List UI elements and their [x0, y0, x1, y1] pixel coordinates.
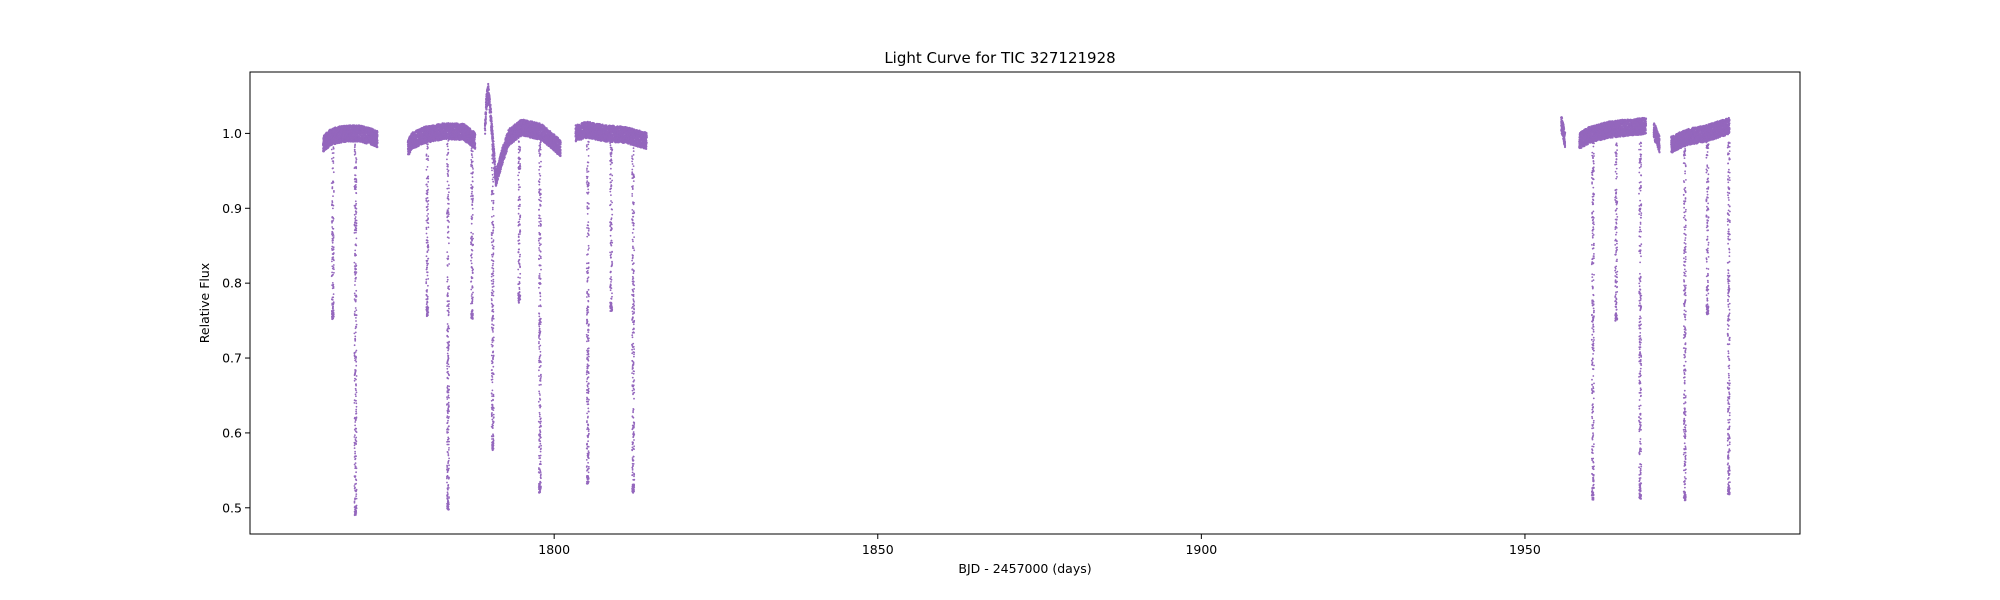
- flux-segment: [483, 82, 562, 187]
- flux-data-points: [322, 82, 1731, 517]
- eclipse-dip: [330, 140, 335, 321]
- flux-segment: [1652, 122, 1661, 154]
- eclipse-dip: [585, 140, 590, 485]
- eclipse-dip: [517, 140, 522, 304]
- chart-title: Light Curve for TIC 327121928: [884, 49, 1115, 67]
- eclipse-dip: [353, 143, 358, 517]
- eclipse-dip: [1590, 142, 1595, 501]
- x-tick-label: 1900: [1185, 542, 1217, 557]
- eclipse-dip: [1682, 145, 1687, 502]
- eclipse-dip: [1726, 141, 1731, 496]
- eclipse-dip: [1614, 142, 1619, 322]
- x-tick-label: 1950: [1509, 542, 1541, 557]
- eclipse-dip: [609, 141, 614, 312]
- eclipse-dip: [1638, 141, 1643, 500]
- y-tick-label: 0.6: [222, 425, 242, 440]
- y-tick-label: 1.0: [222, 126, 242, 141]
- y-tick-label: 0.5: [222, 500, 242, 515]
- x-axis-ticks: 1800 1850 1900 1950: [538, 534, 1541, 557]
- eclipse-dip: [446, 140, 451, 511]
- y-tick-label: 0.9: [222, 201, 242, 216]
- y-tick-label: 0.7: [222, 351, 242, 366]
- flux-segment: [406, 122, 477, 156]
- flux-segment: [1560, 116, 1567, 149]
- y-tick-label: 0.8: [222, 276, 242, 291]
- eclipse-dip: [631, 147, 636, 494]
- flux-segment: [574, 120, 648, 150]
- y-axis-ticks: 0.5 0.6 0.7 0.8 0.9 1.0: [222, 126, 250, 515]
- flux-segment: [322, 124, 375, 153]
- flux-segment: [371, 128, 379, 149]
- flux-segment: [1670, 116, 1731, 154]
- plot-frame: [249, 71, 1801, 535]
- eclipse-dip: [490, 140, 495, 452]
- x-axis-label: BJD - 2457000 (days): [958, 561, 1091, 576]
- flux-segment: [1578, 116, 1648, 150]
- eclipse-dip: [1705, 140, 1710, 316]
- eclipse-dip: [425, 142, 430, 318]
- y-axis-label: Relative Flux: [197, 263, 212, 343]
- eclipse-dip: [537, 140, 542, 494]
- x-tick-label: 1800: [538, 542, 570, 557]
- x-tick-label: 1850: [862, 542, 894, 557]
- eclipse-dip: [470, 141, 474, 320]
